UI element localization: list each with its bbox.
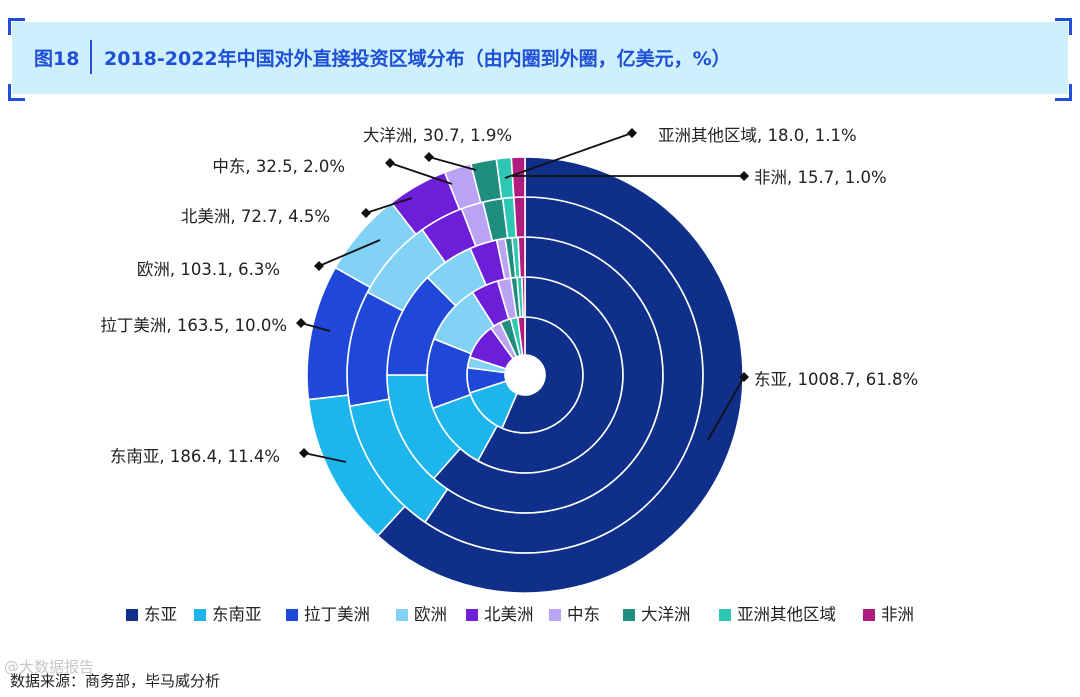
data-label-europe: 欧洲, 103.1, 6.3% bbox=[137, 260, 280, 279]
leader-line-other-asia bbox=[504, 132, 633, 179]
legend-swatch-europe bbox=[396, 609, 408, 621]
data-label-latin-america: 拉丁美洲, 163.5, 10.0% bbox=[100, 316, 287, 335]
donut-slice-ring2-africa bbox=[521, 276, 526, 318]
source-note: 数据来源：商务部，毕马威分析 bbox=[10, 672, 221, 690]
data-label-east-asia: 东亚, 1008.7, 61.8% bbox=[754, 370, 918, 389]
leader-line-southeast-asia bbox=[303, 452, 347, 463]
figure-number: 图18 bbox=[34, 48, 80, 70]
legend-label-africa: 非洲 bbox=[881, 605, 914, 624]
donut-slice-ring3-africa bbox=[517, 236, 526, 278]
leader-marker-southeast-asia bbox=[299, 448, 309, 458]
donut-slice-ring4-africa bbox=[512, 196, 526, 239]
leader-marker-oceania bbox=[424, 152, 434, 162]
data-label-middle-east: 中东, 32.5, 2.0% bbox=[212, 157, 345, 176]
frame-corner-bottom-right bbox=[1055, 84, 1072, 101]
leader-line-middle-east bbox=[389, 162, 453, 185]
frame-corner-bottom-left bbox=[8, 84, 25, 101]
chart-title: 2018-2022年中国对外直接投资区域分布（由内圈到外圈，亿美元，%） bbox=[104, 48, 731, 70]
legend-swatch-other-asia bbox=[719, 609, 731, 621]
title-banner bbox=[12, 22, 1068, 94]
data-label-north-america: 北美洲, 72.7, 4.5% bbox=[181, 207, 330, 226]
legend-label-middle-east: 中东 bbox=[567, 605, 600, 624]
legend-swatch-north-america bbox=[466, 609, 478, 621]
leader-marker-middle-east bbox=[385, 158, 395, 168]
legend-label-europe: 欧洲 bbox=[414, 605, 447, 624]
frame-corner-top-left bbox=[8, 18, 25, 35]
leader-line-oceania bbox=[428, 156, 477, 171]
leader-marker-north-america bbox=[361, 208, 371, 218]
legend-label-southeast-asia: 东南亚 bbox=[212, 605, 262, 624]
data-label-other-asia: 亚洲其他区域, 18.0, 1.1% bbox=[658, 126, 857, 145]
legend-swatch-middle-east bbox=[549, 609, 561, 621]
watermark: @大数据报告 bbox=[4, 658, 95, 676]
frame-corner-top-right bbox=[1055, 18, 1072, 35]
leader-line-north-america bbox=[365, 197, 413, 214]
legend-label-latin-america: 拉丁美洲 bbox=[304, 605, 370, 624]
data-label-southeast-asia: 东南亚, 186.4, 11.4% bbox=[110, 447, 280, 466]
leader-marker-africa bbox=[739, 171, 749, 181]
legend-label-east-asia: 东亚 bbox=[144, 605, 177, 624]
legend-swatch-southeast-asia bbox=[194, 609, 206, 621]
legend-label-north-america: 北美洲 bbox=[484, 605, 534, 624]
leader-line-europe bbox=[318, 239, 381, 267]
data-label-africa: 非洲, 15.7, 1.0% bbox=[754, 168, 887, 187]
title-divider bbox=[90, 40, 92, 74]
leader-line-east-asia bbox=[707, 376, 745, 441]
legend-swatch-latin-america bbox=[286, 609, 298, 621]
leader-marker-east-asia bbox=[739, 372, 749, 382]
leader-marker-other-asia bbox=[627, 128, 637, 138]
legend-swatch-east-asia bbox=[126, 609, 138, 621]
leader-line-latin-america bbox=[300, 322, 331, 332]
leader-marker-europe bbox=[314, 261, 324, 271]
data-label-oceania: 大洋洲, 30.7, 1.9% bbox=[363, 126, 512, 145]
legend-label-oceania: 大洋洲 bbox=[641, 605, 691, 624]
legend-label-other-asia: 亚洲其他区域 bbox=[737, 605, 836, 624]
leader-marker-latin-america bbox=[296, 318, 306, 328]
donut-slice-ring5-africa bbox=[510, 156, 526, 199]
legend-swatch-africa bbox=[863, 609, 875, 621]
legend-swatch-oceania bbox=[623, 609, 635, 621]
donut-slice-ring5-east-asia bbox=[376, 156, 744, 594]
